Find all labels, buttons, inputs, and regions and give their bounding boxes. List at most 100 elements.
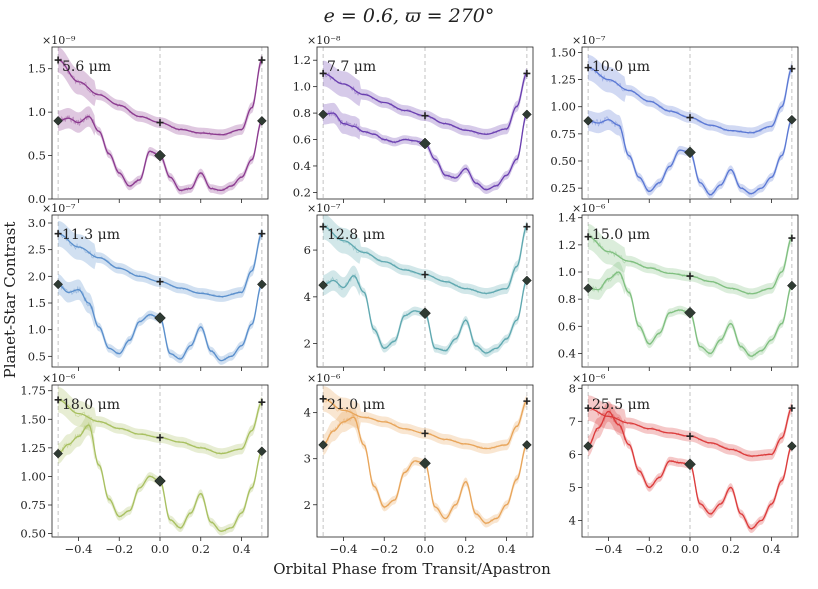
lower-marker-diamond [684,146,696,159]
axis-multiplier: ×10⁻⁷ [307,202,341,215]
x-tick-label: −0.2 [105,542,133,556]
x-axis-label: Orbital Phase from Transit/Apastron [273,560,551,578]
upper-marker-plus [54,396,62,404]
y-tick-label: 1.25 [20,441,46,455]
upper-marker-plus [686,114,694,122]
wavelength-label: 11.3 μm [62,227,120,243]
x-tick-label: −0.2 [370,542,398,556]
x-tick-label: 0.4 [497,542,515,556]
upper-marker-plus [54,230,62,238]
y-tick-label: 1.75 [20,384,46,398]
lower-marker-diamond [154,149,166,162]
lower-marker-diamond [53,115,63,126]
x-tick-label: −0.4 [330,542,358,556]
axis-multiplier: ×10⁻⁶ [572,202,606,215]
upper-marker-plus [421,271,429,279]
wavelength-label: 25.5 μm [592,397,650,413]
y-tick-label: 0.75 [20,498,46,512]
upper-marker-plus [319,69,327,77]
y-tick-label: 4 [304,406,311,420]
y-tick-label: 0.8 [558,292,576,306]
y-tick-label: 2.5 [28,243,46,257]
upper-series-line [323,72,528,135]
upper-series-line [58,233,263,298]
lower-series-band [58,414,262,536]
upper-marker-plus [258,230,266,238]
x-tick-label: 0.0 [416,542,434,556]
x-tick-label: 0.4 [232,542,250,556]
y-tick-label: 1.0 [558,265,576,279]
y-tick-label: 1.2 [558,238,576,252]
y-tick-label: 0.25 [550,181,576,195]
y-tick-label: 1.2 [293,53,311,67]
chart-panel: 0.4 0.6 0.8 1.0 1.2 1.4×10⁻⁶ 15.0 μm [558,202,799,371]
wavelength-label: 10.0 μm [592,59,650,75]
wavelength-label: 12.8 μm [327,227,385,243]
upper-series-band [58,387,262,459]
upper-marker-plus [156,119,164,127]
x-tick-label: −0.4 [595,542,623,556]
lower-marker-diamond [154,475,166,487]
chart-panel: 0.2 0.4 0.6 0.8 1.0 1.2 ×10⁻⁸ 7.7 μm [293,34,534,203]
y-tick-label: 0.6 [558,319,576,333]
chart-panel: 0.50 0.75 1.00 1.25 1.50 1.75 −0.4 −0.2 0.0 0.2 0.… [20,372,269,556]
wavelength-label: 15.0 μm [592,227,650,243]
upper-marker-plus [686,432,694,440]
chart-panel: 0.5 1.0 1.5 2.0 2.5 3.0×10⁻⁷ 11.3 μm [28,202,269,371]
upper-marker-plus [258,398,266,406]
lower-marker-diamond [583,283,593,294]
lower-marker-diamond [684,458,696,471]
y-tick-label: 1.25 [550,73,576,87]
lower-marker-diamond [583,115,593,126]
y-tick-label: 6 [569,447,576,461]
y-tick-label: 1.4 [558,211,576,225]
x-tick-label: 0.0 [681,542,699,556]
lower-marker-diamond [522,109,532,120]
y-tick-label: 5 [569,480,576,494]
y-tick-label: 1.50 [550,45,576,59]
chart-panel: 2 4 6 ×10⁻⁷ 12.8 μm [304,202,534,371]
lower-marker-diamond [522,275,532,286]
upper-marker-plus [421,112,429,120]
upper-marker-plus [156,278,164,286]
x-tick-label: 0.2 [457,542,475,556]
upper-marker-plus [584,64,592,72]
upper-marker-plus [523,69,531,77]
y-tick-label: 1.50 [20,412,46,426]
axis-multiplier: ×10⁻⁷ [572,34,606,47]
lower-marker-diamond [257,115,267,126]
upper-marker-plus [788,234,796,242]
lower-marker-diamond [684,306,696,319]
y-tick-label: 4 [569,513,576,527]
y-tick-label: 2 [304,498,311,512]
y-tick-label: 3.0 [28,216,46,230]
x-tick-label: 0.4 [762,542,780,556]
upper-series-line [58,399,263,455]
upper-marker-plus [788,65,796,73]
axis-multiplier: ×10⁻⁶ [42,372,76,385]
upper-marker-plus [421,429,429,437]
lower-marker-diamond [318,440,328,450]
axis-multiplier: ×10⁻⁶ [572,372,606,385]
chart-panel: 0.25 0.50 0.75 1.00 1.25 1.50×10⁻⁷ 10.0 μm [550,34,799,203]
lower-marker-diamond [318,280,328,291]
y-tick-label: 0.4 [558,346,576,360]
axis-multiplier: ×10⁻⁹ [42,34,76,47]
upper-marker-plus [788,404,796,412]
upper-series-line [323,226,528,294]
y-tick-label: 1.0 [293,80,311,94]
y-tick-label: 0.50 [550,154,576,168]
wavelength-label: 7.7 μm [327,59,376,75]
y-tick-label: 3 [304,452,311,466]
lower-marker-diamond [522,440,532,450]
y-tick-label: 0.0 [28,192,46,206]
figure-title: e = 0.6, ϖ = 270° [324,5,495,27]
upper-marker-plus [54,56,62,64]
lower-series-band [58,106,262,195]
y-tick-label: 1.0 [28,323,46,337]
upper-series-band [323,215,527,299]
y-tick-label: 6 [304,243,311,257]
y-tick-label: 0.4 [293,159,311,173]
upper-series-band [323,60,527,140]
